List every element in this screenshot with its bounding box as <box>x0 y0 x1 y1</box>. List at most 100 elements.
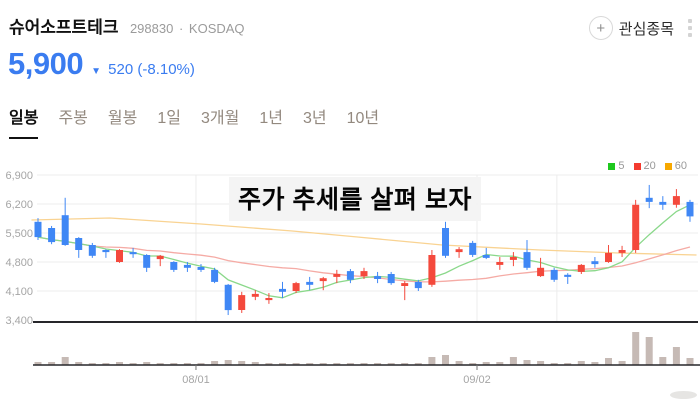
volume-bar <box>686 358 694 365</box>
candle <box>496 257 504 270</box>
svg-text:6,200: 6,200 <box>5 199 33 211</box>
volume-bar <box>442 355 449 365</box>
candle <box>183 262 191 272</box>
candle <box>75 237 83 258</box>
volume-bar <box>333 363 341 365</box>
volume-bar <box>75 362 83 365</box>
candle <box>374 271 382 284</box>
stock-name: 슈어소프트테크 <box>9 18 119 37</box>
volume-bar <box>523 360 531 365</box>
volume-bar <box>129 363 137 365</box>
svg-text:3,400: 3,400 <box>5 315 33 327</box>
candle <box>61 197 69 246</box>
candle <box>645 184 653 209</box>
change-value: 520 <box>108 61 134 78</box>
candle <box>509 252 517 267</box>
current-price: 5,900 <box>8 46 84 81</box>
price-change: ▼ 520 (-8.10%) <box>91 61 195 78</box>
candle <box>537 257 545 277</box>
candle <box>577 264 585 275</box>
legend-swatch <box>633 162 641 170</box>
legend-ma60: 60 <box>664 160 687 172</box>
candle <box>306 276 314 291</box>
candle <box>333 269 341 284</box>
candle <box>632 199 640 253</box>
candle <box>102 249 110 258</box>
legend-swatch <box>608 162 616 170</box>
svg-text:09/02: 09/02 <box>463 374 491 386</box>
volume-bar <box>238 361 246 365</box>
volume-bar <box>455 361 463 365</box>
candle <box>659 196 667 210</box>
volume-bar <box>469 363 477 365</box>
candle <box>469 240 477 258</box>
stock-code-market: 298830 · KOSDAQ <box>130 21 247 36</box>
volume-bar <box>482 362 490 365</box>
candle <box>605 245 612 263</box>
tab-weekly[interactable]: 주봉 <box>58 110 88 127</box>
scroll-indicator <box>670 391 697 399</box>
candle <box>672 189 680 208</box>
volume-bar <box>428 357 436 365</box>
volume-bar <box>116 362 123 365</box>
candle <box>156 254 164 267</box>
candle <box>211 267 219 284</box>
volume-bar <box>88 363 96 365</box>
volume-bar <box>414 363 422 365</box>
legend-swatch <box>664 162 672 170</box>
candle <box>591 257 599 268</box>
candle <box>482 247 490 260</box>
svg-text:4,100: 4,100 <box>5 286 33 298</box>
candle <box>401 281 409 301</box>
market-label: KOSDAQ <box>188 21 245 36</box>
volume-bar <box>102 363 110 365</box>
candle <box>88 242 96 258</box>
kebab-menu-icon[interactable] <box>686 17 694 39</box>
volume-bar <box>143 362 151 365</box>
volume-bar <box>537 361 545 365</box>
volume-bar <box>577 361 585 365</box>
down-arrow-icon: ▼ <box>91 66 101 77</box>
tab-10years[interactable]: 10년 <box>346 110 380 127</box>
chart-area[interactable]: 5 20 60 6,900 6,200 5,500 4,800 4,100 3,400 08/0… <box>0 158 700 400</box>
volume-bar <box>618 361 626 365</box>
tab-1year[interactable]: 1년 <box>259 110 283 127</box>
svg-text:5,500: 5,500 <box>5 228 33 240</box>
candle <box>143 254 151 272</box>
ma-legend: 5 20 60 <box>608 160 687 172</box>
volume-bar <box>319 363 327 365</box>
tab-3years[interactable]: 3년 <box>302 110 327 127</box>
volume-bar <box>48 362 56 365</box>
candle <box>238 291 246 313</box>
candle <box>442 221 449 258</box>
candle <box>129 247 137 258</box>
volume-bar <box>251 362 259 365</box>
volume-bar <box>564 363 572 365</box>
volume-bar <box>387 363 395 365</box>
volume-bar <box>265 363 273 365</box>
candle <box>251 290 259 301</box>
legend-ma5: 5 <box>608 160 625 172</box>
period-tabs: 일봉 주봉 월봉 1일 3개월 1년 3년 10년 <box>9 104 379 139</box>
tab-3months[interactable]: 3개월 <box>200 110 240 127</box>
volume-bar <box>360 363 368 365</box>
volume-bar <box>346 363 354 365</box>
volume-bar <box>645 337 653 365</box>
volume-bar <box>156 363 164 365</box>
volume-bar <box>61 357 69 365</box>
candle <box>292 281 300 294</box>
volume-bar <box>224 360 232 365</box>
candle <box>48 225 56 245</box>
add-watchlist-button[interactable]: + 관심종목 <box>588 16 674 40</box>
volume-bar <box>170 363 178 365</box>
tab-monthly[interactable]: 월봉 <box>107 110 138 127</box>
candle <box>197 264 205 272</box>
tab-1day[interactable]: 1일 <box>157 110 181 127</box>
tab-daily[interactable]: 일봉 <box>9 104 39 139</box>
volume-bar <box>605 358 612 365</box>
candle <box>319 276 327 291</box>
volume-bar <box>591 362 599 365</box>
volume-bar <box>672 347 680 365</box>
candlestick-chart[interactable]: 6,900 6,200 5,500 4,800 4,100 3,400 08/01 09/02 <box>0 158 700 400</box>
